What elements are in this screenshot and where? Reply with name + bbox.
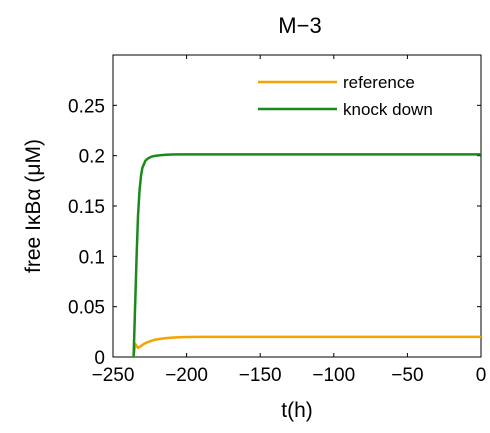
x-tick-label: −100 [312,365,355,386]
y-axis-label: free IκBα (μM) [22,139,45,273]
series-lines [132,153,481,358]
chart-title: M−3 [278,13,321,38]
y-tick-label: 0.25 [68,96,105,117]
series-line-0 [132,335,481,358]
series-line-1 [132,153,481,358]
y-tick-label: 0.2 [79,147,105,168]
y-tick-label: 0 [94,348,105,369]
x-tick-label: −250 [92,365,135,386]
legend-label: reference [343,73,415,92]
plot-frame [112,54,482,358]
x-tick-label: 0 [476,365,487,386]
axis-ticks: −250 −200 −150 −100 −50 0 0 0.05 0.1 0.15 0.2 0.25 [68,55,486,386]
x-axis-label: t(h) [281,399,313,422]
y-tick-label: 0.15 [68,197,105,218]
y-tick-label: 0.1 [79,247,105,268]
legend-label: knock down [343,100,433,119]
x-tick-label: −200 [165,365,208,386]
legend: reference knock down [258,73,433,119]
y-tick-label: 0.05 [68,298,105,319]
x-tick-label: −50 [391,365,423,386]
x-tick-label: −150 [239,365,282,386]
